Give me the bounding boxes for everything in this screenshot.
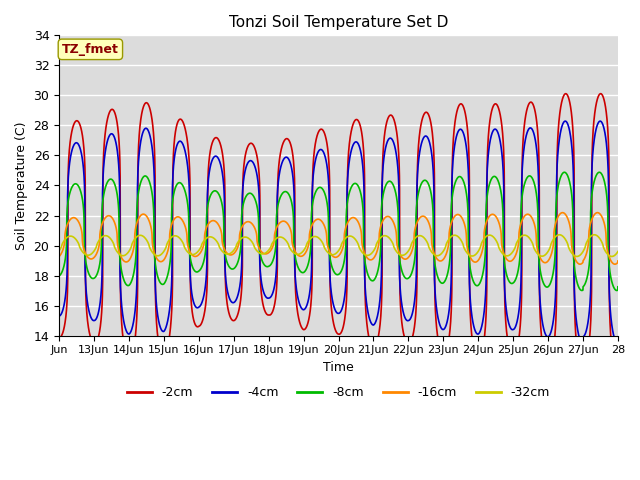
-4cm xyxy=(55,313,63,319)
-16cm xyxy=(55,253,63,259)
-32cm xyxy=(468,253,476,259)
-16cm xyxy=(576,261,584,267)
-4cm xyxy=(614,340,621,346)
-2cm xyxy=(428,125,436,131)
-2cm xyxy=(484,133,492,139)
-16cm xyxy=(428,240,436,246)
-16cm xyxy=(559,210,566,216)
-2cm xyxy=(417,124,424,130)
-32cm xyxy=(591,232,598,238)
-4cm xyxy=(596,118,604,124)
-32cm xyxy=(152,252,159,258)
-2cm xyxy=(614,360,621,366)
Title: Tonzi Soil Temperature Set D: Tonzi Soil Temperature Set D xyxy=(229,15,448,30)
-8cm xyxy=(561,169,568,175)
X-axis label: Time: Time xyxy=(323,361,354,374)
-4cm xyxy=(152,285,159,290)
-2cm xyxy=(55,335,63,340)
-16cm xyxy=(152,253,159,259)
-4cm xyxy=(468,314,476,320)
-16cm xyxy=(493,215,500,220)
-8cm xyxy=(493,175,500,181)
-4cm xyxy=(484,151,492,157)
-2cm xyxy=(562,91,570,96)
-8cm xyxy=(614,284,621,289)
-32cm xyxy=(417,233,424,239)
Y-axis label: Soil Temperature (C): Soil Temperature (C) xyxy=(15,121,28,250)
Line: -32cm: -32cm xyxy=(59,235,618,256)
-4cm xyxy=(614,334,621,340)
-32cm xyxy=(608,253,616,259)
-8cm xyxy=(417,183,424,189)
-8cm xyxy=(428,194,436,200)
Line: -2cm: -2cm xyxy=(59,94,618,372)
-2cm xyxy=(493,102,500,108)
Line: -8cm: -8cm xyxy=(59,172,618,290)
-8cm xyxy=(55,273,63,279)
-4cm xyxy=(428,151,436,157)
-32cm xyxy=(493,239,500,244)
-8cm xyxy=(484,186,492,192)
-4cm xyxy=(417,144,424,150)
-8cm xyxy=(578,288,586,293)
Legend: -2cm, -4cm, -8cm, -16cm, -32cm: -2cm, -4cm, -8cm, -16cm, -32cm xyxy=(122,382,556,405)
Line: -4cm: -4cm xyxy=(59,121,618,343)
-16cm xyxy=(614,258,621,264)
-8cm xyxy=(152,261,159,267)
-2cm xyxy=(152,286,159,292)
-16cm xyxy=(468,257,476,263)
-16cm xyxy=(417,214,424,220)
-32cm xyxy=(55,248,63,253)
Line: -16cm: -16cm xyxy=(59,213,618,264)
-32cm xyxy=(614,249,621,254)
-16cm xyxy=(484,215,492,221)
-2cm xyxy=(468,335,476,341)
Text: TZ_fmet: TZ_fmet xyxy=(62,43,119,56)
-32cm xyxy=(428,249,436,255)
-8cm xyxy=(468,275,476,280)
-32cm xyxy=(484,232,492,238)
-4cm xyxy=(493,127,500,133)
-2cm xyxy=(579,369,587,374)
